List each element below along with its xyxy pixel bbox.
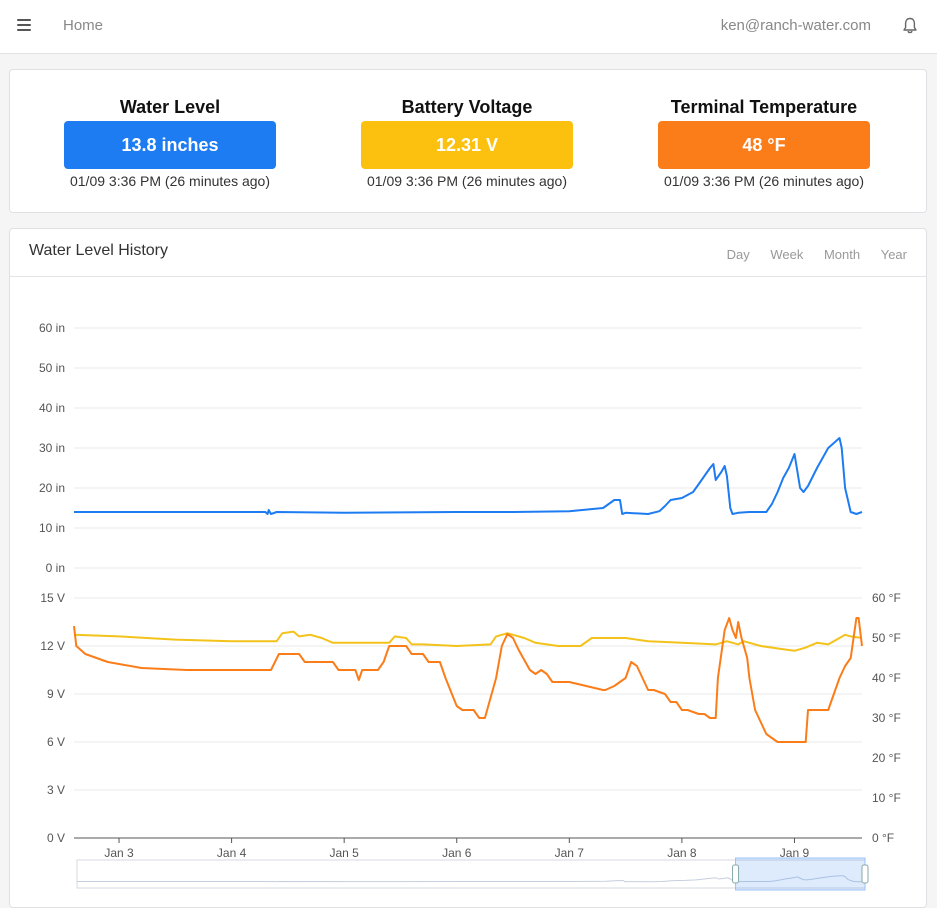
water-level-stat: Water Level 13.8 inches 01/09 3:36 PM (2… [45, 95, 295, 189]
hamburger-menu-icon[interactable] [17, 19, 31, 31]
water-level-series-line [74, 437, 863, 515]
y-tick-label: 50 in [39, 361, 65, 375]
range-tab-year[interactable]: Year [880, 247, 907, 262]
top-bar: Home ken@ranch-water.com [0, 0, 937, 54]
y-tick-label: 10 in [39, 521, 65, 535]
navigator-preview-line [77, 875, 866, 883]
y-tick-label: 0 in [46, 561, 65, 575]
range-tab-month[interactable]: Month [823, 247, 861, 262]
water-level-value: 13.8 inches [64, 121, 276, 169]
battery-voltage-value: 12.31 V [361, 121, 573, 169]
current-readings-card: Water Level 13.8 inches 01/09 3:36 PM (2… [9, 69, 927, 213]
history-chart: 0 in 10 in 20 in 30 in 40 in 50 in 60 in 0 V 3 V… [39, 321, 901, 891]
y-tick-label: 6 V [47, 735, 65, 749]
terminal-temperature-value: 48 °F [658, 121, 870, 169]
y2-tick-label: 60 °F [872, 591, 901, 605]
home-link[interactable]: Home [63, 17, 104, 34]
y2-tick-label: 50 °F [872, 631, 901, 645]
water-level-time: 01/09 3:36 PM (26 minutes ago) [69, 173, 270, 189]
y2-tick-label: 40 °F [872, 671, 901, 685]
x-tick-label: Jan 5 [329, 846, 359, 860]
y-tick-label: 30 in [39, 441, 65, 455]
x-tick-label: Jan 8 [667, 846, 697, 860]
y-tick-label: 60 in [39, 321, 65, 335]
terminal-temperature-time: 01/09 3:36 PM (26 minutes ago) [663, 173, 864, 189]
navigator-selection [735, 857, 866, 891]
y-tick-label: 15 V [40, 591, 65, 605]
terminal-temperature-stat: Terminal Temperature 48 °F 01/09 3:36 PM… [639, 95, 889, 189]
battery-voltage-series-line [73, 630, 863, 652]
y2-tick-label: 30 °F [872, 711, 901, 725]
user-email-menu[interactable]: ken@ranch-water.com [720, 17, 871, 34]
bell-icon[interactable] [902, 17, 918, 35]
range-tab-day[interactable]: Day [726, 247, 750, 262]
y2-tick-label: 20 °F [872, 751, 901, 765]
battery-voltage-time: 01/09 3:36 PM (26 minutes ago) [366, 173, 567, 189]
temperature-series-line [73, 617, 863, 743]
water-level-history-card: Water Level History Day Week Month Year … [9, 228, 927, 908]
terminal-temperature-title: Terminal Temperature [670, 97, 858, 117]
water-level-title: Water Level [119, 97, 221, 117]
battery-voltage-stat: Battery Voltage 12.31 V 01/09 3:36 PM (2… [342, 95, 592, 189]
y-tick-label: 0 V [47, 831, 65, 845]
y-tick-label: 40 in [39, 401, 65, 415]
range-tabs: Day Week Month Year [710, 247, 907, 262]
y2-tick-label: 10 °F [872, 791, 901, 805]
y-tick-label: 9 V [47, 687, 65, 701]
navigator-handle-left[interactable] [732, 864, 740, 884]
y-tick-label: 12 V [40, 639, 65, 653]
battery-voltage-title: Battery Voltage [401, 97, 533, 117]
navigator-handle-right[interactable] [861, 864, 869, 884]
y-tick-label: 3 V [47, 783, 65, 797]
x-tick-label: Jan 3 [104, 846, 134, 860]
chart-header: Water Level History Day Week Month Year [10, 229, 926, 277]
x-tick-label: Jan 6 [442, 846, 472, 860]
y2-tick-label: 0 °F [872, 831, 894, 845]
range-tab-week[interactable]: Week [770, 247, 804, 262]
x-tick-label: Jan 9 [780, 846, 810, 860]
x-tick-label: Jan 4 [217, 846, 247, 860]
x-tick-label: Jan 7 [555, 846, 585, 860]
chart-title: Water Level History [29, 242, 168, 259]
y-tick-label: 20 in [39, 481, 65, 495]
